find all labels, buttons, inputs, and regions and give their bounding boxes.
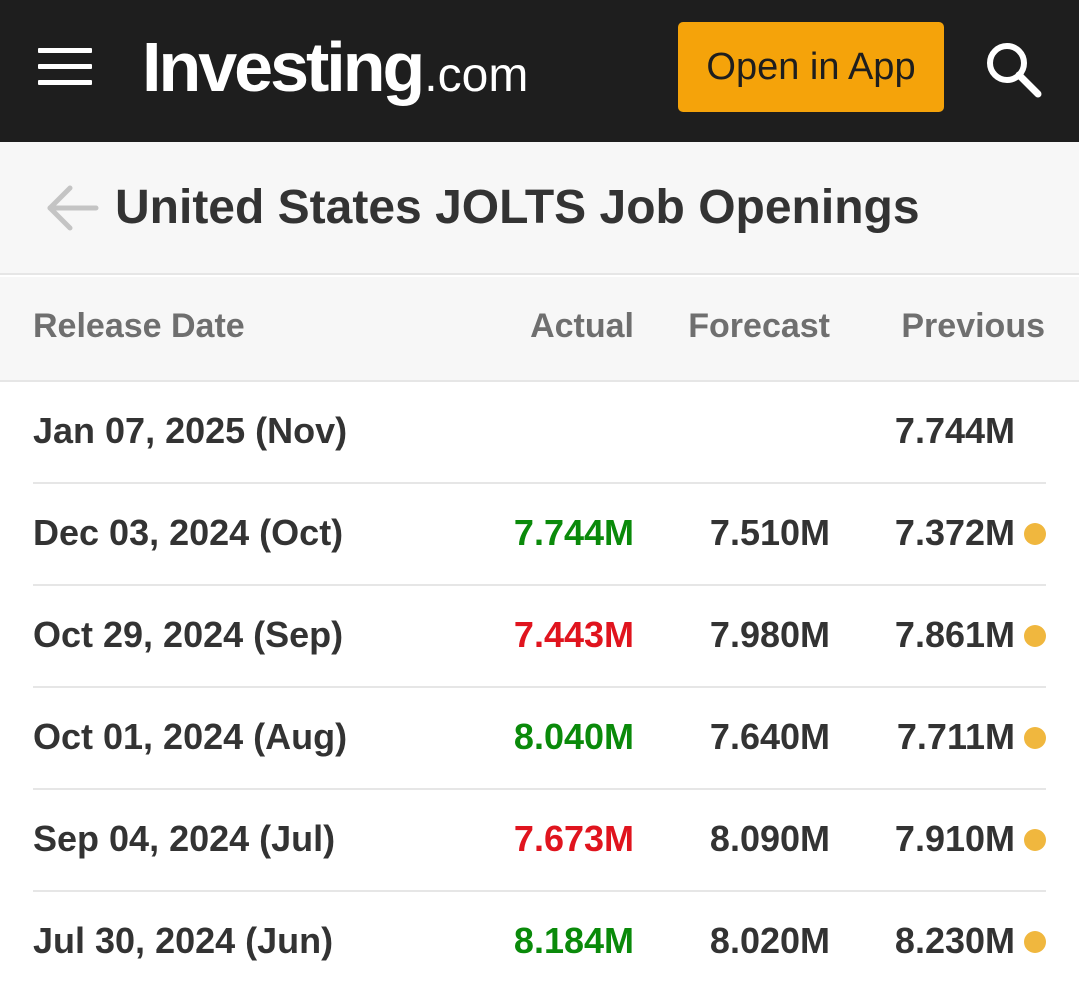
- column-header-release-date: Release Date: [33, 307, 245, 345]
- table-row[interactable]: Oct 29, 2024 (Sep) 7.443M 7.980M 7.861M: [33, 584, 1046, 684]
- actual-cell: 8.040M: [513, 716, 634, 757]
- hamburger-menu-icon[interactable]: [38, 48, 92, 86]
- page-title-bar: United States JOLTS Job Openings: [0, 142, 1079, 275]
- release-date-cell: Oct 29, 2024 (Sep): [33, 614, 344, 655]
- actual-cell: 7.673M: [513, 818, 634, 859]
- actual-cell: 8.184M: [513, 920, 634, 961]
- previous-cell: 7.744M: [894, 410, 1015, 451]
- release-date-cell: Sep 04, 2024 (Jul): [33, 818, 336, 859]
- table-row[interactable]: Sep 04, 2024 (Jul) 7.673M 8.090M 7.910M: [33, 788, 1046, 888]
- column-header-forecast: Forecast: [688, 307, 830, 345]
- column-header-actual: Actual: [530, 307, 634, 345]
- menu-line: [38, 80, 92, 85]
- page-title: United States JOLTS Job Openings: [115, 181, 920, 234]
- revised-indicator-dot[interactable]: [1024, 625, 1046, 647]
- previous-cell: 7.910M: [894, 818, 1015, 859]
- forecast-cell: 8.090M: [709, 818, 830, 859]
- search-icon[interactable]: [982, 38, 1044, 100]
- release-date-cell: Jul 30, 2024 (Jun): [33, 920, 334, 961]
- actual-cell: 7.443M: [513, 614, 634, 655]
- revised-indicator-dot[interactable]: [1024, 523, 1046, 545]
- top-navigation-bar: Investing .com Open in App: [0, 0, 1079, 142]
- table-row[interactable]: Oct 01, 2024 (Aug) 8.040M 7.640M 7.711M: [33, 686, 1046, 786]
- table-header: Release Date Actual Forecast Previous: [0, 277, 1079, 382]
- forecast-cell: 7.980M: [709, 614, 830, 655]
- release-date-cell: Dec 03, 2024 (Oct): [33, 512, 344, 553]
- revised-indicator-dot[interactable]: [1024, 727, 1046, 749]
- revised-indicator-dot[interactable]: [1024, 931, 1046, 953]
- logo-wordmark: Investing: [142, 28, 425, 106]
- forecast-cell: 7.510M: [709, 512, 830, 553]
- forecast-cell: 8.020M: [709, 920, 830, 961]
- revised-indicator-dot[interactable]: [1024, 829, 1046, 851]
- investing-logo[interactable]: Investing .com: [142, 22, 528, 112]
- actual-cell: 7.744M: [513, 512, 634, 553]
- previous-cell: 7.861M: [894, 614, 1015, 655]
- previous-cell: 7.372M: [894, 512, 1015, 553]
- menu-line: [38, 64, 92, 69]
- menu-line: [38, 48, 92, 53]
- table-row[interactable]: Jan 07, 2025 (Nov) 7.744M: [33, 382, 1046, 482]
- forecast-cell: 7.640M: [709, 716, 830, 757]
- arrow-left-icon[interactable]: [44, 182, 100, 234]
- release-date-cell: Oct 01, 2024 (Aug): [33, 716, 348, 757]
- release-date-cell: Jan 07, 2025 (Nov): [33, 410, 348, 451]
- logo-domain: .com: [424, 49, 529, 102]
- previous-cell: 7.711M: [896, 716, 1015, 757]
- column-header-previous: Previous: [901, 307, 1045, 345]
- table-row[interactable]: Jul 30, 2024 (Jun) 8.184M 8.020M 8.230M: [33, 890, 1046, 990]
- table-row[interactable]: Dec 03, 2024 (Oct) 7.744M 7.510M 7.372M: [33, 482, 1046, 582]
- open-in-app-button[interactable]: Open in App: [678, 22, 944, 112]
- previous-cell: 8.230M: [894, 920, 1015, 961]
